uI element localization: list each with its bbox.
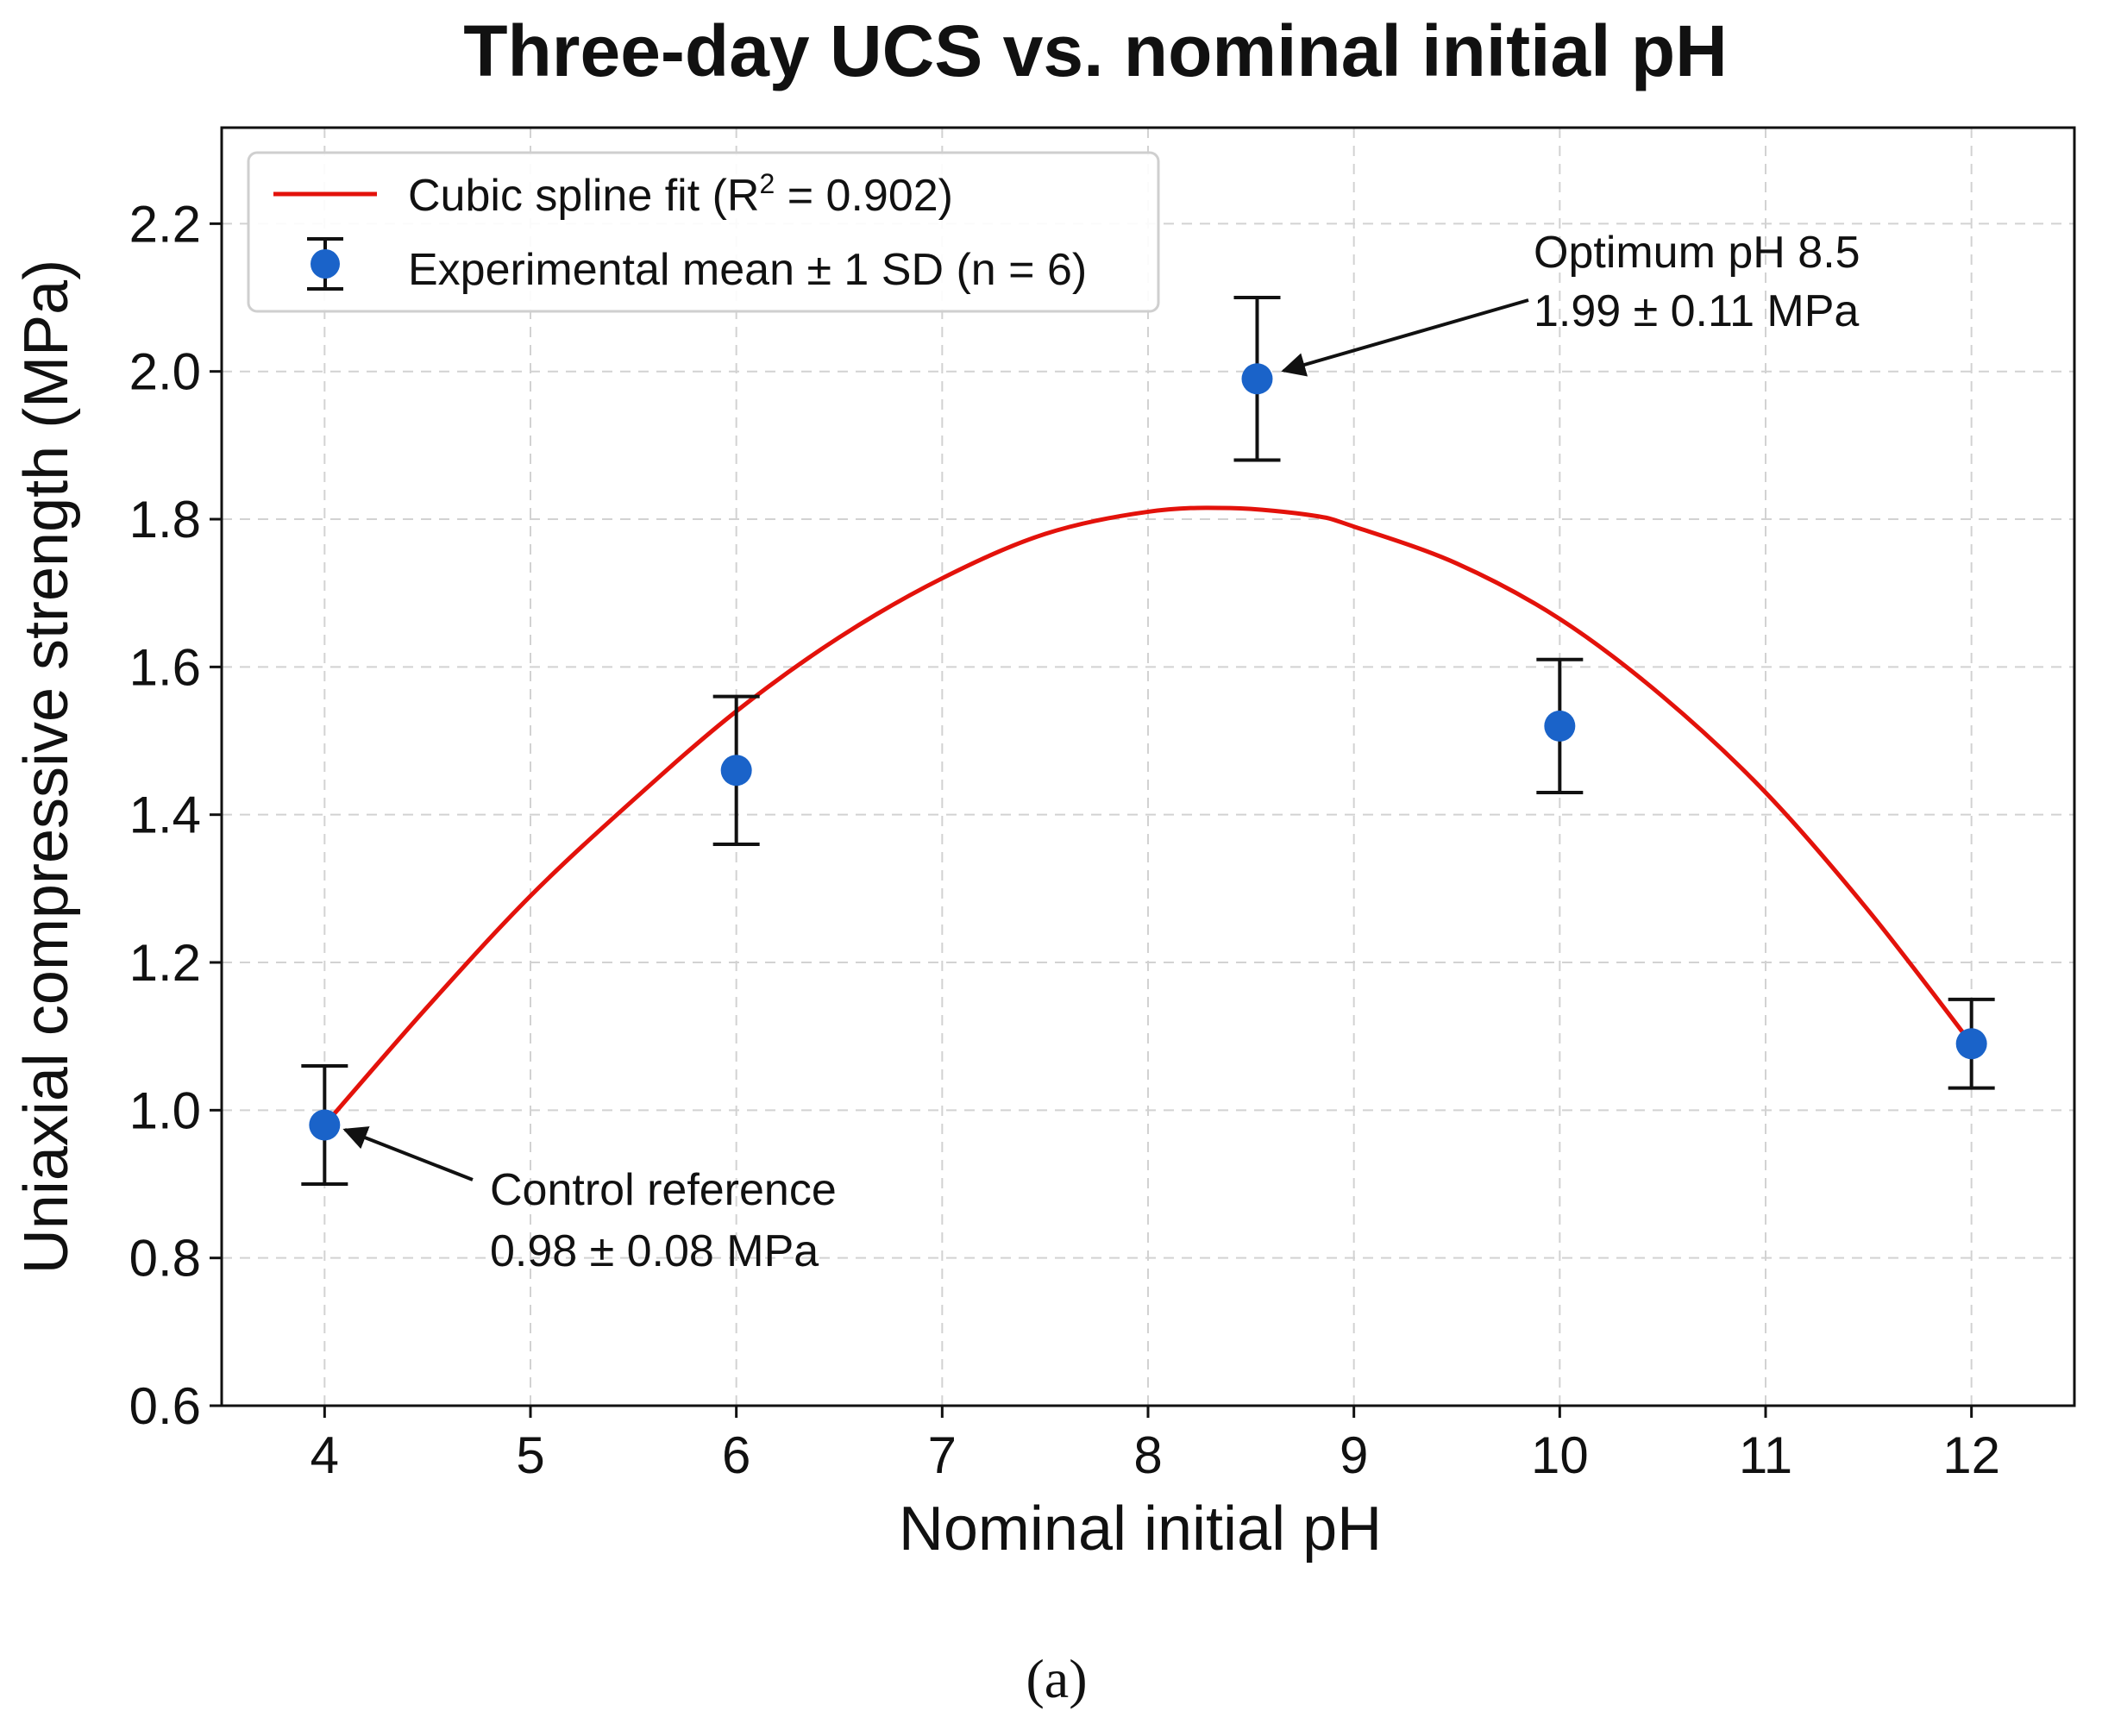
y-tick-label: 1.4 xyxy=(129,787,201,844)
annotation-control: Control reference 0.98 ± 0.08 MPa xyxy=(342,1126,837,1276)
fit-layer xyxy=(323,505,1973,1127)
annotation-optimum-line2: 1.99 ± 0.11 MPa xyxy=(1534,286,1859,336)
legend-fit-label: Cubic spline fit (R2 = 0.902) xyxy=(408,168,953,221)
y-tick-label: 1.6 xyxy=(129,638,201,696)
x-tick-label: 9 xyxy=(1340,1426,1368,1484)
legend-fit-sup: 2 xyxy=(759,168,775,199)
legend-frame xyxy=(247,151,1160,313)
y-tick-label: 1.8 xyxy=(129,491,201,548)
x-tick-label: 5 xyxy=(516,1426,544,1484)
data-point xyxy=(309,1109,341,1141)
legend-fit-suffix: = 0.902) xyxy=(775,171,953,221)
chart-title: Three-day UCS vs. nominal initial pH xyxy=(463,10,1728,91)
x-axis-label: Nominal initial pH xyxy=(899,1495,1382,1564)
data-point xyxy=(1241,363,1273,395)
annotation-optimum: Optimum pH 8.5 1.99 ± 0.11 MPa xyxy=(1281,228,1860,377)
x-tick-label: 7 xyxy=(928,1426,957,1484)
spline-fit-line xyxy=(323,505,1973,1127)
y-tick-label: 2.0 xyxy=(129,343,201,401)
data-point xyxy=(1544,710,1576,742)
y-tick-label: 2.2 xyxy=(129,195,201,253)
x-tick-label: 12 xyxy=(1942,1426,2000,1484)
y-tick-label: 0.6 xyxy=(129,1377,201,1435)
y-tick-label: 1.2 xyxy=(129,934,201,992)
annotation-control-line2: 0.98 ± 0.08 MPa xyxy=(490,1226,819,1276)
legend-points-label: Experimental mean ± 1 SD (n = 6) xyxy=(408,245,1087,295)
tick-layer: 4 5 6 7 8 9 10 11 12 0.6 0.8 1.0 1.2 1.4 1.6 1.8 2.0 2.2 xyxy=(129,195,2000,1484)
annotation-optimum-arrow xyxy=(1281,298,1529,377)
legend-point-swatch xyxy=(311,249,340,279)
legend: Cubic spline fit (R2 = 0.902) Experiment… xyxy=(247,151,1160,313)
y-tick-label: 0.8 xyxy=(129,1230,201,1288)
x-tick-label: 6 xyxy=(722,1426,750,1484)
annotation-optimum-line1: Optimum pH 8.5 xyxy=(1534,228,1860,278)
x-tick-label: 8 xyxy=(1133,1426,1162,1484)
x-tick-label: 10 xyxy=(1531,1426,1589,1484)
annotation-control-line1: Control reference xyxy=(490,1165,837,1215)
x-tick-label: 4 xyxy=(311,1426,339,1484)
x-tick-label: 11 xyxy=(1739,1426,1792,1484)
figure-caption: (a) xyxy=(1026,1648,1087,1709)
annotation-control-arrow xyxy=(342,1126,474,1181)
y-axis-label: Uniaxial compressive strength (MPa) xyxy=(12,260,81,1274)
legend-fit-prefix: Cubic spline fit (R xyxy=(408,171,759,221)
data-point xyxy=(1955,1028,1987,1060)
points-layer xyxy=(301,296,1995,1187)
data-point xyxy=(720,755,752,787)
y-tick-label: 1.0 xyxy=(129,1081,201,1139)
